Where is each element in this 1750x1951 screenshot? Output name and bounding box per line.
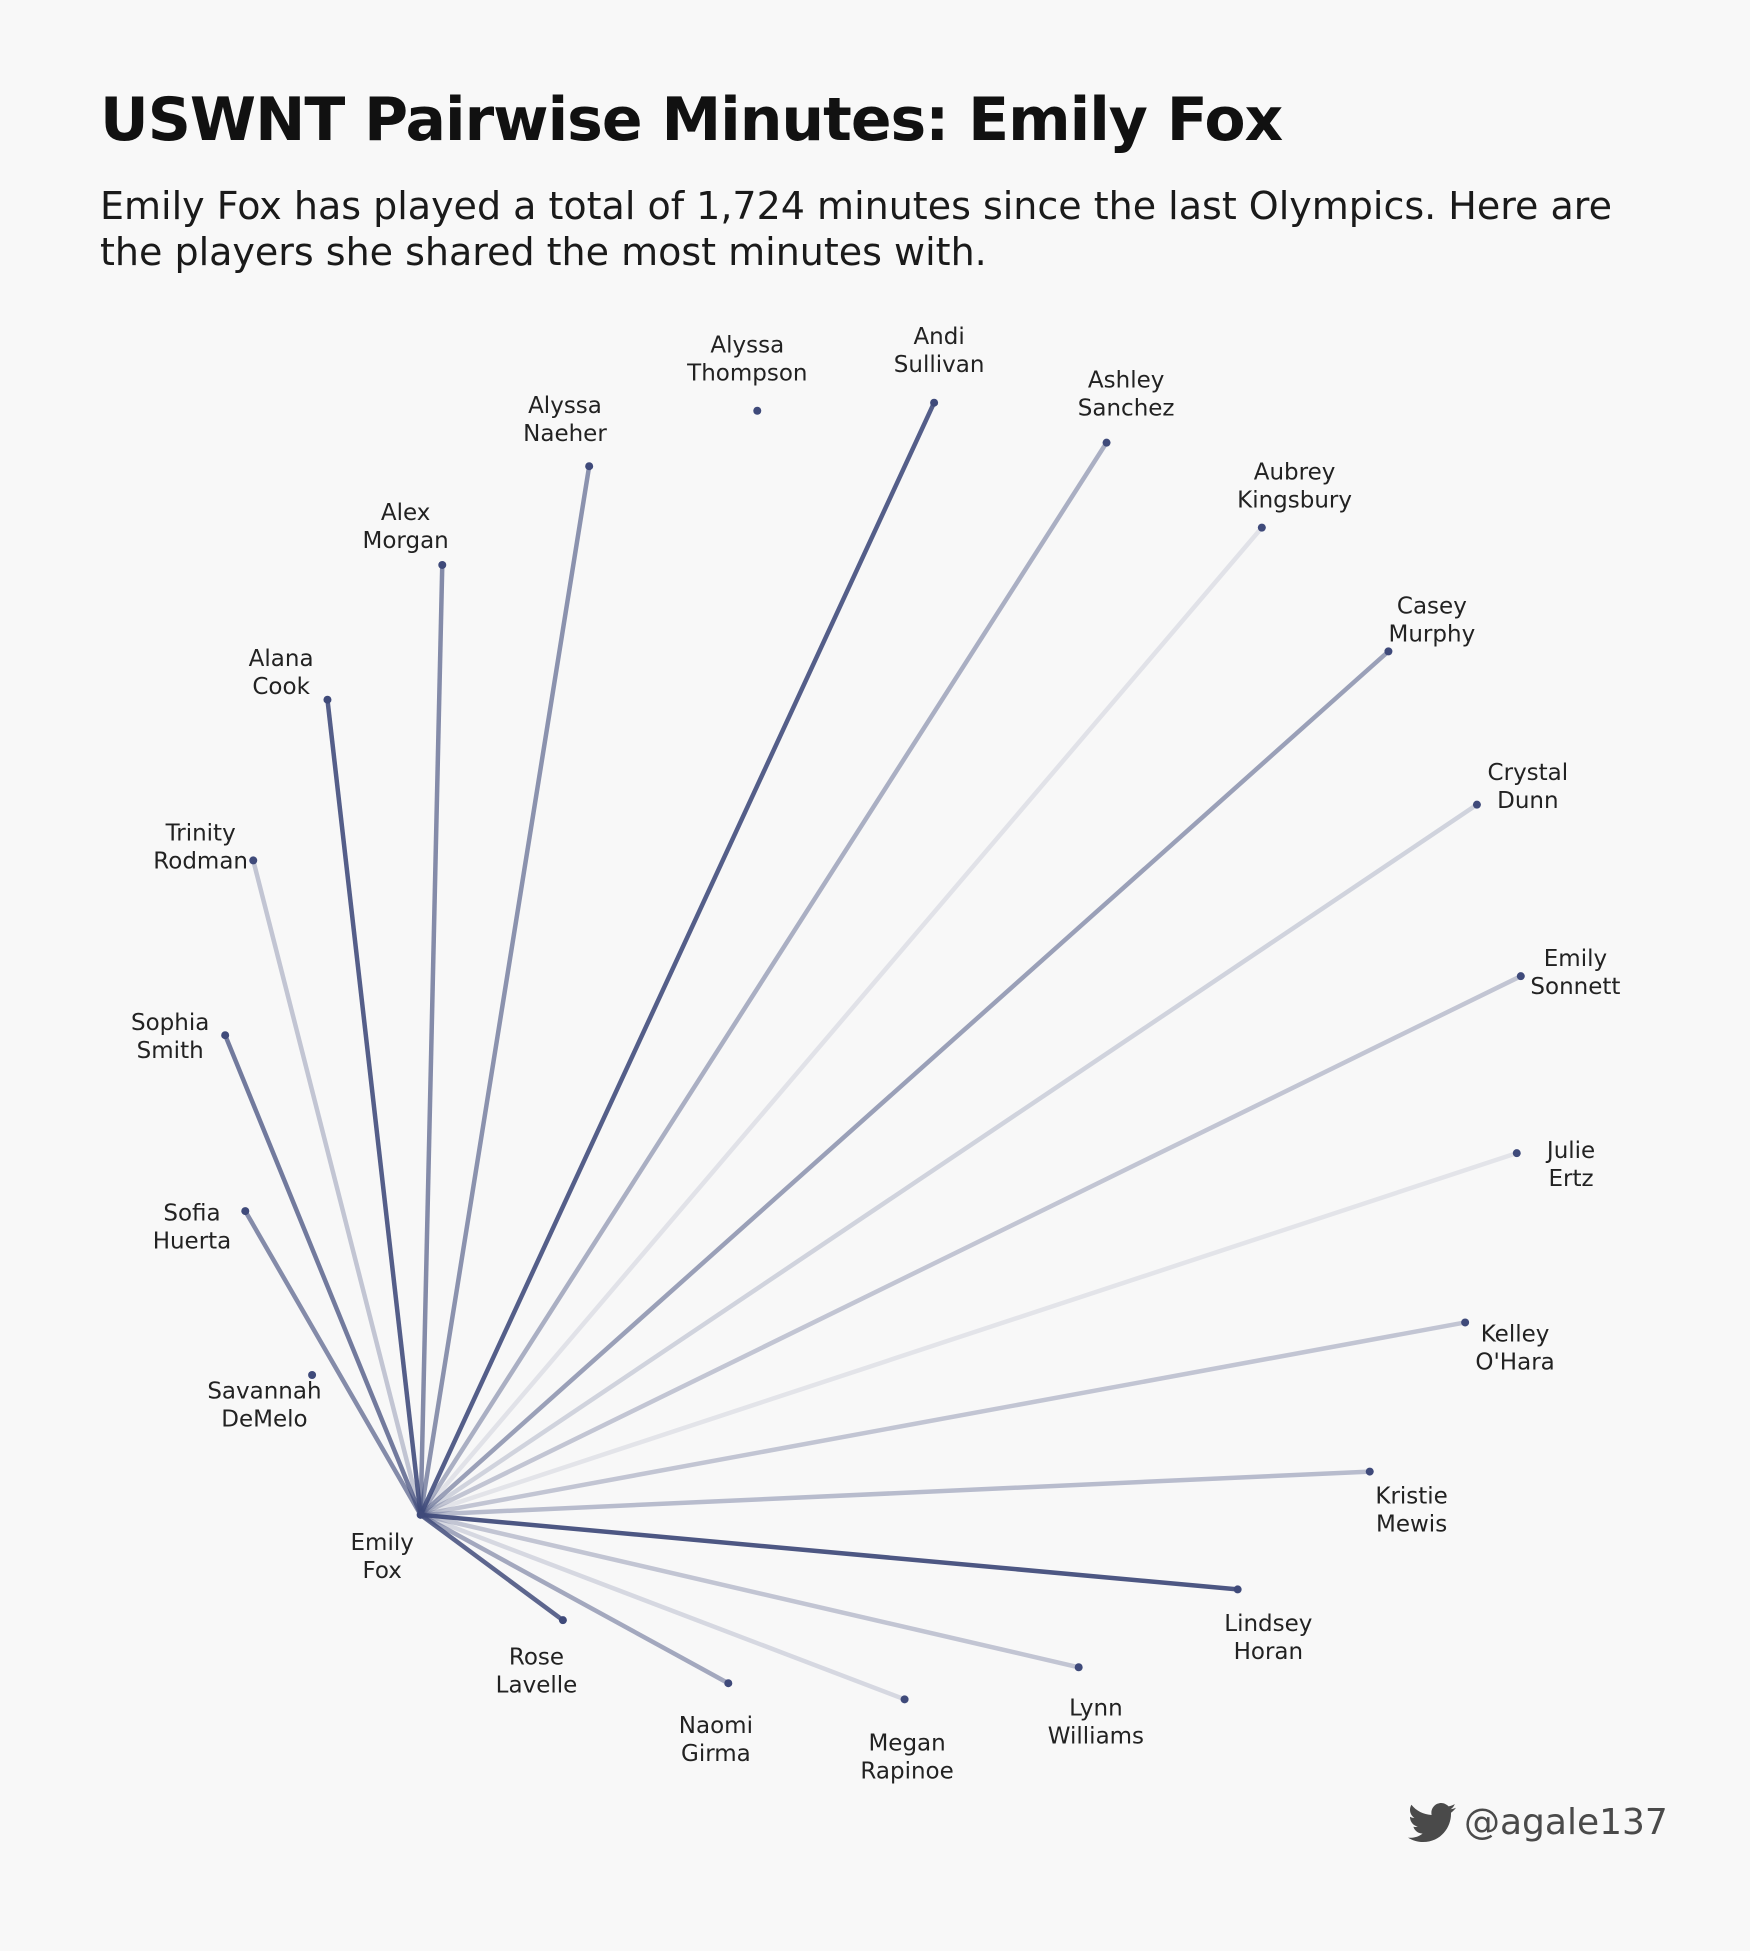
node-kelley-o-hara	[1461, 1318, 1470, 1327]
label-kelley-o-hara: Kelley O'Hara	[1475, 1322, 1554, 1376]
edge-sofia-huerta	[243, 1209, 423, 1516]
chart-title: USWNT Pairwise Minutes: Emily Fox	[100, 85, 1283, 155]
node-emily-fox	[416, 1510, 425, 1519]
node-julie-ertz	[1512, 1149, 1521, 1158]
label-alex-morgan: Alex Morgan	[363, 500, 449, 554]
edge-sophia-smith	[223, 1034, 423, 1516]
node-alex-morgan	[438, 560, 447, 569]
chart-subtitle: Emily Fox has played a total of 1,724 mi…	[100, 184, 1612, 274]
node-crystal-dunn	[1472, 800, 1481, 809]
node-rose-lavelle	[558, 1616, 567, 1625]
edge-ashley-sanchez	[418, 441, 1109, 1517]
node-naomi-girma	[724, 1679, 733, 1688]
credit: @agale137	[1408, 1802, 1668, 1843]
node-megan-rapinoe	[900, 1695, 909, 1704]
edge-lindsey-horan	[420, 1512, 1238, 1592]
edge-alex-morgan	[418, 564, 445, 1515]
node-ashley-sanchez	[1102, 438, 1111, 447]
label-megan-rapinoe: Megan Rapinoe	[860, 1730, 953, 1784]
edge-lynn-williams	[420, 1512, 1080, 1670]
label-emily-fox: Emily Fox	[351, 1530, 414, 1584]
node-trinity-rodman	[249, 856, 258, 865]
node-savannah-demelo	[308, 1371, 317, 1379]
edge-emily-sonnett	[419, 974, 1522, 1517]
node-casey-murphy	[1384, 647, 1393, 656]
twitter-bird-icon	[1408, 1802, 1456, 1842]
edge-kristie-mewis	[420, 1469, 1370, 1518]
label-emily-sonnett: Emily Sonnett	[1530, 946, 1620, 1000]
label-lynn-williams: Lynn Williams	[1048, 1695, 1144, 1749]
node-sophia-smith	[221, 1031, 230, 1040]
label-sofia-huerta: Sofia Huerta	[153, 1201, 232, 1255]
edge-alyssa-naeher	[418, 465, 592, 1516]
edge-trinity-rodman	[251, 859, 423, 1516]
credit-handle: @agale137	[1464, 1802, 1668, 1843]
label-alana-cook: Alana Cook	[249, 646, 314, 700]
node-andi-sullivan	[930, 398, 939, 407]
edge-aubrey-kingsbury	[418, 526, 1264, 1517]
node-sofia-huerta	[241, 1207, 250, 1216]
label-alyssa-naeher: Alyssa Naeher	[523, 393, 607, 447]
edge-crystal-dunn	[419, 802, 1479, 1517]
node-emily-sonnett	[1516, 972, 1525, 981]
edge-rose-lavelle	[419, 1513, 565, 1622]
node-alyssa-naeher	[585, 462, 594, 471]
node-lindsey-horan	[1233, 1585, 1242, 1594]
label-julie-ertz: Julie Ertz	[1545, 1138, 1595, 1192]
node-kristie-mewis	[1365, 1467, 1374, 1476]
edge-naomi-girma	[419, 1512, 730, 1686]
label-aubrey-kingsbury: Aubrey Kingsbury	[1237, 459, 1352, 513]
labels-layer: Savannah DeMelo Sofia Huerta Sophia Smith Trin…	[131, 324, 1620, 1784]
node-alana-cook	[323, 695, 332, 704]
node-alyssa-thompson	[753, 406, 762, 415]
label-kristie-mewis: Kristie Mewis	[1375, 1483, 1447, 1537]
label-trinity-rodman: Trinity Rodman	[153, 820, 248, 874]
label-andi-sullivan: Andi Sullivan	[894, 324, 985, 378]
edge-casey-murphy	[419, 649, 1390, 1517]
edge-megan-rapinoe	[419, 1512, 906, 1702]
nodes-layer	[221, 398, 1525, 1704]
node-lynn-williams	[1074, 1663, 1083, 1672]
edge-andi-sullivan	[418, 401, 937, 1516]
label-casey-murphy: Casey Murphy	[1389, 594, 1476, 648]
label-savannah-demelo: Savannah DeMelo	[207, 1379, 321, 1433]
edges-layer	[223, 401, 1522, 1702]
label-lindsey-horan: Lindsey Horan	[1224, 1611, 1312, 1665]
node-aubrey-kingsbury	[1257, 523, 1266, 532]
label-rose-lavelle: Rose Lavelle	[496, 1644, 578, 1698]
label-sophia-smith: Sophia Smith	[131, 1010, 209, 1064]
label-ashley-sanchez: Ashley Sanchez	[1078, 367, 1175, 421]
edge-julie-ertz	[419, 1151, 1518, 1517]
edge-alana-cook	[325, 699, 423, 1516]
label-alyssa-thompson: Alyssa Thompson	[686, 333, 807, 387]
label-crystal-dunn: Crystal Dunn	[1488, 760, 1569, 814]
label-naomi-girma: Naomi Girma	[679, 1713, 753, 1767]
edge-kelley-o-hara	[420, 1320, 1466, 1518]
